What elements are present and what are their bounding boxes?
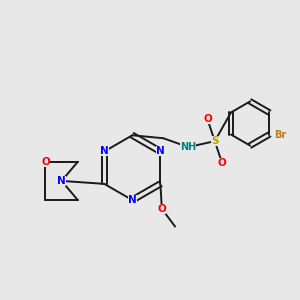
Text: NH: NH [180,142,196,152]
Text: N: N [128,195,137,205]
Text: Br: Br [274,130,287,140]
Text: N: N [100,146,109,157]
Text: S: S [211,136,218,146]
Text: O: O [203,114,212,124]
Text: N: N [57,176,66,186]
Text: O: O [218,158,226,168]
Text: O: O [158,204,166,214]
Text: N: N [156,146,165,157]
Text: O: O [41,157,50,167]
